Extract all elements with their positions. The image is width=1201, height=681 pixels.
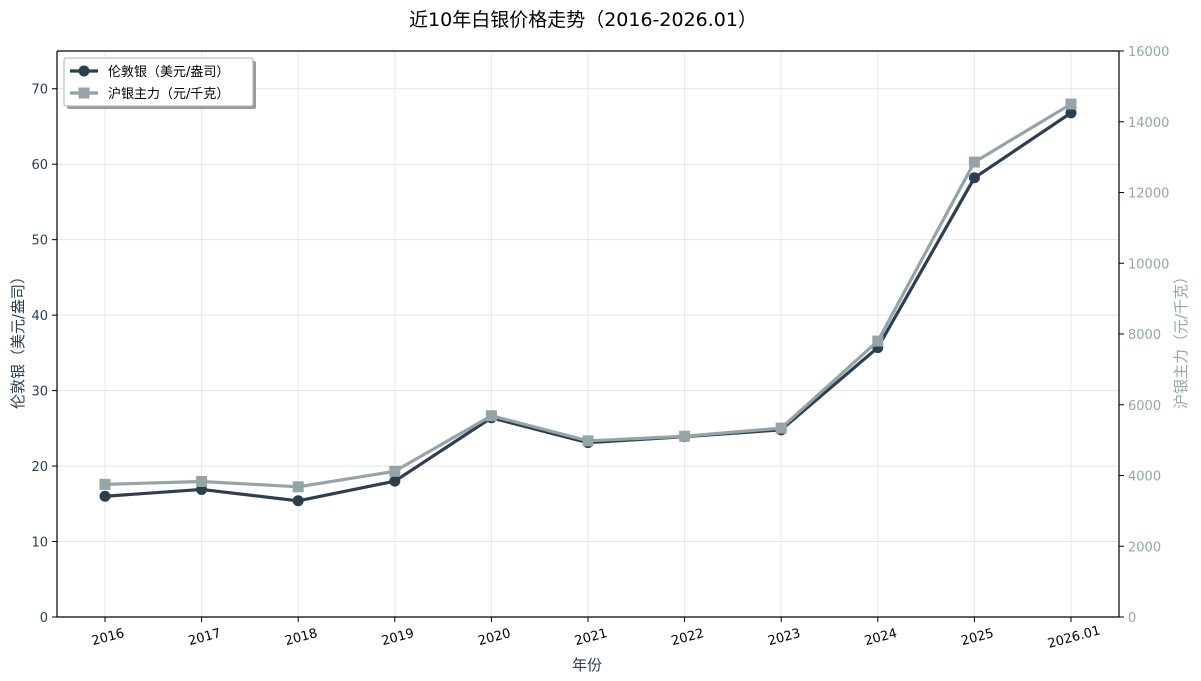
y-left-tick-label: 40 [31,309,48,324]
london-silver-point [389,475,401,487]
london-silver-point [99,490,111,502]
shanghai-silver-point [292,481,304,493]
chart-title: 近10年白银价格走势（2016-2026.01） [409,9,757,31]
x-tick-label: 2016 [90,626,126,649]
legend-box [63,57,254,107]
x-tick-label: 2017 [187,626,223,649]
shanghai-silver-point [485,410,497,422]
london-silver-point [968,172,980,184]
grid-lines [57,51,1119,618]
y-right-tick-label: 6000 [1128,399,1161,414]
x-axis-label: 年份 [572,656,602,674]
y-left-tick-label: 50 [31,234,48,249]
shanghai-silver-point [99,478,111,490]
y-left-tick-label: 20 [31,460,48,475]
x-tick-label: 2018 [283,626,319,649]
y-right-tick-label: 12000 [1128,187,1169,202]
y-right-tick-label: 4000 [1128,470,1161,485]
tick-labels: 0 10 20 30 40 50 60 70 0 2000 4000 6000 8000 10000 120… [31,45,1169,652]
legend-label: 伦敦银（美元/盎司） [108,64,229,80]
shanghai-silver-point [196,476,208,488]
x-tick-label: 2024 [863,626,899,649]
shanghai-silver-point [775,422,787,434]
x-tick-label: 2019 [380,626,416,649]
y-left-tick-label: 10 [31,536,48,551]
shanghai-silver-point [679,430,691,442]
legend-circle-marker [78,65,90,77]
shanghai-silver-point [389,465,401,477]
legend-square-marker [78,87,90,99]
london-silver-point [292,495,304,507]
shanghai-silver-point [1065,98,1077,110]
shanghai-silver-point [582,435,594,447]
y-left-tick-label: 70 [31,83,48,98]
y-axis-label-right: 沪银主力（元/千克） [1172,269,1190,409]
x-tick-label: 2023 [766,626,802,649]
x-tick-label: 2025 [960,626,996,649]
series-layer [99,98,1077,507]
y-right-tick-label: 8000 [1128,328,1161,343]
axes [52,50,1124,622]
shanghai-silver-point [968,156,980,168]
london-silver-point [1065,107,1077,119]
y-left-tick-label: 30 [31,385,48,400]
y-left-tick-label: 0 [40,611,48,626]
y-right-tick-label: 0 [1128,611,1136,626]
shanghai-silver-point [872,335,884,347]
y-axis-label-left: 伦敦银（美元/盎司） [9,269,27,409]
y-left-tick-label: 60 [31,158,48,173]
x-tick-label: 2026.01 [1046,623,1102,651]
y-right-tick-label: 14000 [1128,116,1169,131]
legend: 伦敦银（美元/盎司） 沪银主力（元/千克） [63,57,256,109]
y-right-tick-label: 10000 [1128,257,1169,272]
y-right-tick-label: 2000 [1128,540,1161,555]
x-tick-label: 2021 [573,626,609,649]
x-tick-label: 2020 [477,626,513,649]
y-right-tick-label: 16000 [1128,45,1169,60]
legend-label: 沪银主力（元/千克） [108,86,229,102]
x-tick-label: 2022 [670,626,706,649]
